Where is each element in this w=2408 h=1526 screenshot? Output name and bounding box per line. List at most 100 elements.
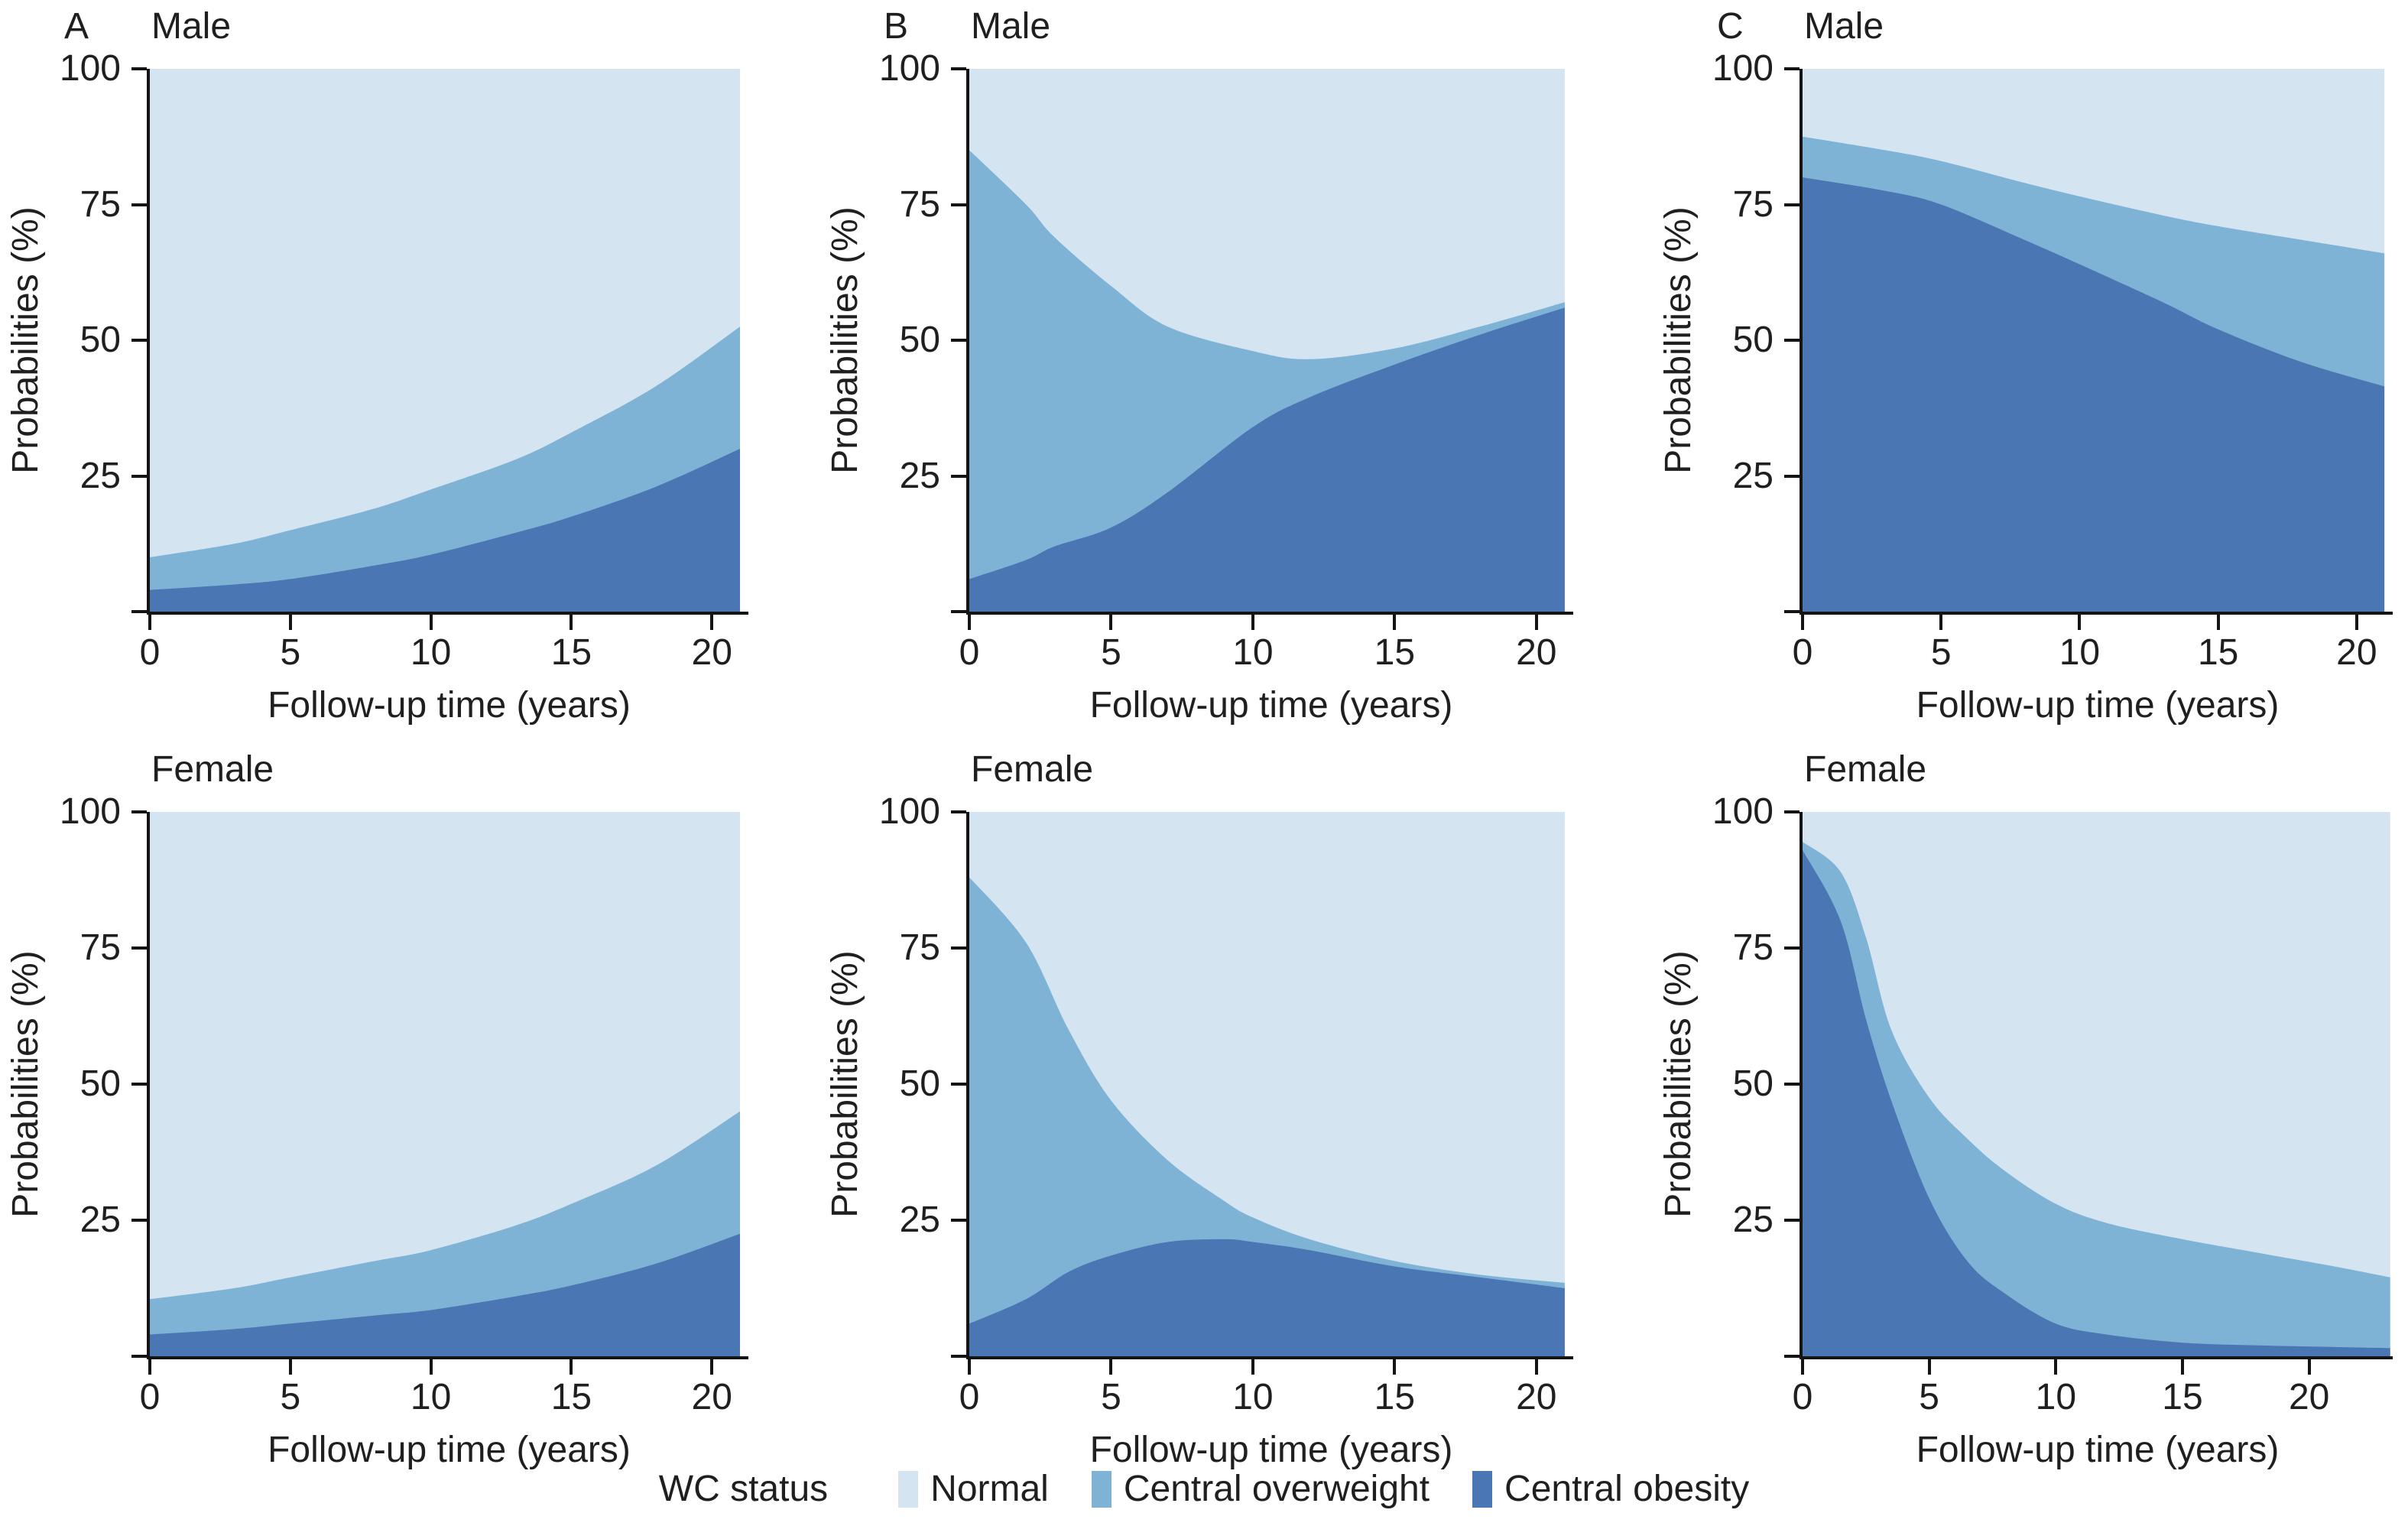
y-tick-label: 75: [899, 183, 940, 225]
y-axis-tick: [131, 474, 147, 478]
y-axis-tick: [951, 203, 966, 206]
x-axis-tick: [1251, 1359, 1254, 1375]
x-axis-tick: [1801, 615, 1804, 630]
y-axis-line: [1800, 69, 1803, 615]
stacked-area-plot-Amale: [150, 69, 740, 612]
legend-item-label: Central overweight: [1123, 1469, 1430, 1509]
y-axis-tick: [1784, 946, 1800, 950]
y-tick-label: 50: [899, 1063, 940, 1104]
x-axis-line: [147, 612, 748, 615]
y-axis-line: [966, 812, 969, 1359]
x-tick-label: 10: [410, 632, 452, 673]
x-axis-tick: [1393, 615, 1397, 630]
panel-c-female: 100 75 50 25 0 5 10 15 20 Follow-up time (years) P…: [1658, 751, 2393, 1469]
panel-c-male: 100 75 50 25 0 5 10 15 20 Follow-up time (years) P…: [1658, 8, 2393, 725]
y-tick-label: 100: [59, 791, 121, 832]
y-axis-title: Probabilities (%): [825, 206, 865, 474]
y-tick-label: 75: [1732, 927, 1774, 968]
y-tick-label: 75: [80, 183, 121, 225]
x-axis-tick: [570, 615, 573, 630]
y-axis-tick: [951, 810, 966, 813]
y-axis-tick: [131, 339, 147, 342]
y-tick-label: 50: [899, 320, 940, 360]
panel-letter: C: [1717, 6, 1744, 47]
y-axis-tick: [951, 1219, 966, 1222]
x-tick-label: 15: [1374, 632, 1416, 673]
y-axis-tick: [1784, 474, 1800, 478]
y-tick-label: 50: [80, 1063, 121, 1104]
x-tick-label: 15: [550, 1377, 592, 1417]
normal-swatch-icon: [898, 1471, 919, 1508]
x-axis-tick: [2216, 615, 2220, 630]
panel-b-male: 100 75 50 25 0 5 10 15 20 Follow-up time (years) P…: [825, 8, 1573, 725]
y-axis-tick: [131, 610, 147, 613]
x-axis-tick: [1534, 615, 1538, 630]
x-tick-label: 20: [691, 1377, 732, 1417]
y-axis-title: Probabilities (%): [5, 206, 46, 474]
x-axis-line: [966, 612, 1573, 615]
y-tick-label: 75: [1732, 183, 1774, 225]
x-tick-label: 0: [959, 632, 980, 673]
x-axis-tick: [1109, 1359, 1113, 1375]
x-axis-tick: [1939, 615, 1943, 630]
stacked-area-plot-female: [150, 812, 740, 1356]
stacked-area-plot-female: [969, 812, 1565, 1356]
x-axis-tick: [2180, 1359, 2184, 1375]
y-tick-label: 25: [899, 1200, 940, 1240]
y-tick-label: 100: [878, 791, 940, 832]
panel-letter: B: [884, 6, 909, 47]
y-axis-tick: [131, 67, 147, 70]
y-axis-line: [147, 69, 150, 615]
x-tick-label: 0: [139, 632, 161, 673]
x-axis-tick: [148, 615, 151, 630]
y-axis-tick: [131, 946, 147, 950]
legend-item-label: Normal: [930, 1469, 1049, 1509]
legend-item-central-overweight: Central overweight: [1091, 1469, 1430, 1509]
x-axis-line: [1800, 1356, 2393, 1359]
y-tick-label: 25: [1732, 1200, 1774, 1240]
x-tick-label: 20: [691, 632, 732, 673]
legend-item-normal: Normal: [898, 1469, 1049, 1509]
x-axis-tick: [288, 615, 292, 630]
legend-title: WC status: [658, 1469, 829, 1509]
panel-title: Female: [1804, 749, 1927, 790]
y-axis-tick: [1784, 1083, 1800, 1086]
x-tick-label: 0: [1792, 632, 1813, 673]
y-axis-tick: [1784, 610, 1800, 613]
x-axis-tick: [429, 615, 433, 630]
panel-title: Male: [1804, 6, 1884, 47]
panel-title: Male: [151, 6, 232, 47]
x-tick-label: 10: [410, 1377, 452, 1417]
x-axis-tick: [2307, 1359, 2311, 1375]
panel-a-male: 100 75 50 25 0 5 10 15 20 Follow-up time (years) P…: [5, 8, 748, 725]
x-axis-tick: [710, 1359, 714, 1375]
stacked-area-plot-female: [1803, 812, 2390, 1356]
x-tick-label: 5: [1919, 1377, 1939, 1417]
x-tick-label: 10: [2035, 1377, 2077, 1417]
x-tick-label: 15: [1374, 1377, 1416, 1417]
legend-item-central-obesity: Central obesity: [1472, 1469, 1749, 1509]
y-axis-tick: [1784, 67, 1800, 70]
panel-b-female: 100 75 50 25 0 5 10 15 20 Follow-up time (years) P…: [825, 751, 1573, 1469]
y-tick-label: 25: [80, 1200, 121, 1240]
x-tick-label: 20: [1516, 632, 1557, 673]
x-axis-title: Follow-up time (years): [1916, 1430, 2280, 1470]
y-tick-label: 75: [899, 927, 940, 968]
x-axis-title: Follow-up time (years): [1089, 1430, 1453, 1470]
x-axis-tick: [2078, 615, 2082, 630]
x-axis-tick: [1801, 1359, 1804, 1375]
y-axis-tick: [1784, 810, 1800, 813]
central-overweight-swatch-icon: [1091, 1471, 1112, 1508]
x-tick-label: 5: [1101, 632, 1121, 673]
x-axis-tick: [570, 1359, 573, 1375]
x-tick-label: 10: [1232, 632, 1274, 673]
legend: WC status Normal Central overweight Cent…: [0, 1469, 2408, 1509]
x-tick-label: 15: [550, 632, 592, 673]
y-axis-title: Probabilities (%): [1658, 950, 1699, 1218]
y-axis-tick: [1784, 1219, 1800, 1222]
x-axis-tick: [968, 615, 971, 630]
y-axis-tick: [951, 474, 966, 478]
y-tick-label: 25: [899, 455, 940, 496]
y-axis-line: [1800, 812, 1803, 1359]
legend-item-label: Central obesity: [1504, 1469, 1750, 1509]
